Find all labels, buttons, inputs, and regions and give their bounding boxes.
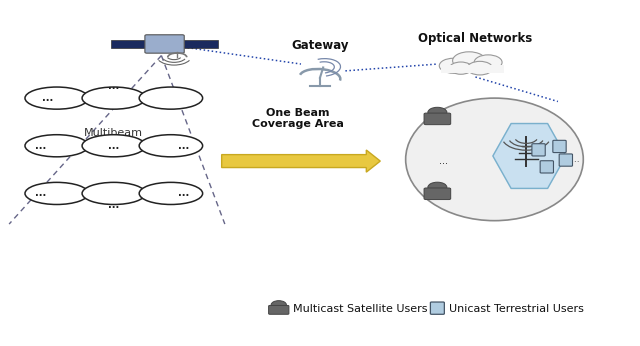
Text: ...: ... bbox=[108, 141, 120, 151]
FancyBboxPatch shape bbox=[430, 302, 444, 314]
FancyBboxPatch shape bbox=[540, 161, 554, 173]
FancyBboxPatch shape bbox=[269, 306, 289, 314]
Circle shape bbox=[452, 52, 486, 70]
Text: Optical Networks: Optical Networks bbox=[419, 32, 532, 45]
Ellipse shape bbox=[25, 182, 88, 204]
Text: ...: ... bbox=[108, 200, 120, 210]
Ellipse shape bbox=[406, 98, 583, 221]
Text: Multibeam
Coverage Area: Multibeam Coverage Area bbox=[72, 128, 155, 150]
Bar bbox=[184, 40, 218, 48]
Ellipse shape bbox=[82, 135, 145, 157]
FancyBboxPatch shape bbox=[424, 188, 451, 200]
Ellipse shape bbox=[25, 87, 88, 109]
Circle shape bbox=[474, 55, 502, 70]
Text: ...: ... bbox=[439, 156, 448, 166]
Text: ...: ... bbox=[108, 81, 120, 91]
Ellipse shape bbox=[139, 87, 203, 109]
Text: Multicast Satellite Users: Multicast Satellite Users bbox=[292, 304, 428, 314]
Circle shape bbox=[467, 61, 493, 75]
Circle shape bbox=[439, 58, 467, 73]
FancyBboxPatch shape bbox=[559, 154, 573, 166]
FancyBboxPatch shape bbox=[424, 113, 451, 125]
Text: ...: ... bbox=[571, 155, 579, 164]
FancyArrow shape bbox=[221, 150, 380, 172]
FancyBboxPatch shape bbox=[553, 140, 566, 153]
FancyBboxPatch shape bbox=[532, 144, 545, 156]
Text: Unicast Terrestrial Users: Unicast Terrestrial Users bbox=[449, 304, 584, 314]
Ellipse shape bbox=[139, 182, 203, 204]
Polygon shape bbox=[493, 124, 566, 189]
Ellipse shape bbox=[25, 135, 88, 157]
Text: ...: ... bbox=[42, 93, 53, 103]
Text: ...: ... bbox=[35, 189, 47, 198]
Text: ...: ... bbox=[35, 141, 47, 151]
FancyBboxPatch shape bbox=[145, 35, 184, 53]
Text: One Beam
Coverage Area: One Beam Coverage Area bbox=[252, 108, 344, 129]
Ellipse shape bbox=[82, 182, 145, 204]
Bar bbox=[111, 40, 145, 48]
Text: Gateway: Gateway bbox=[291, 39, 349, 52]
Text: ...: ... bbox=[178, 189, 189, 198]
Ellipse shape bbox=[82, 87, 145, 109]
Bar bbox=[440, 65, 504, 73]
Circle shape bbox=[428, 107, 447, 118]
Text: ...: ... bbox=[178, 141, 189, 151]
Circle shape bbox=[449, 62, 472, 74]
Ellipse shape bbox=[139, 135, 203, 157]
Circle shape bbox=[271, 301, 286, 309]
Circle shape bbox=[428, 182, 447, 192]
